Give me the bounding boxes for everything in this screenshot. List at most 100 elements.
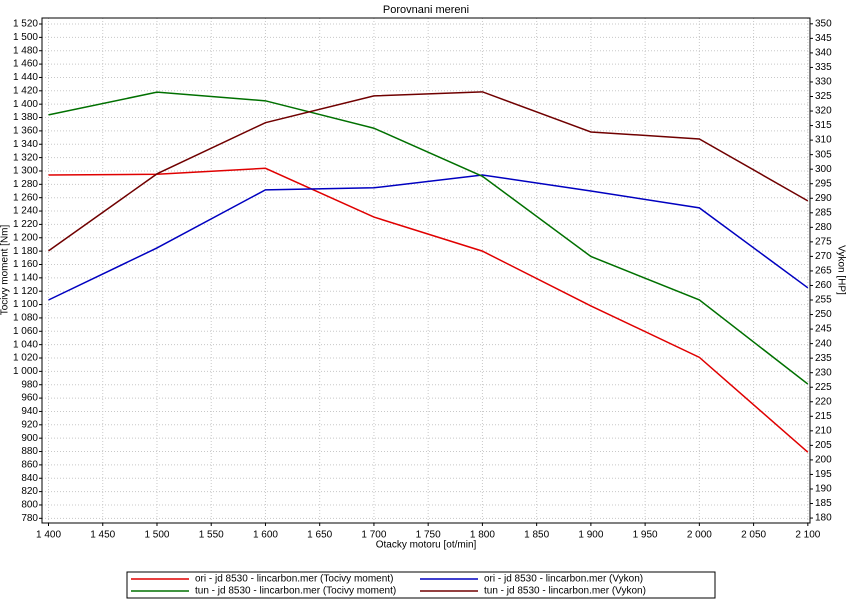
y-tick-label: 1 080	[13, 313, 38, 324]
y2-tick-label: 255	[815, 295, 832, 306]
y2-tick-label: 325	[815, 91, 832, 102]
y2-tick-label: 300	[815, 164, 832, 175]
y2-tick-label: 210	[815, 425, 832, 436]
series-line	[48, 167, 809, 453]
y-tick-label: 1 440	[13, 72, 38, 83]
y-tick-label: 1 280	[13, 179, 38, 190]
y-tick-label: 1 020	[13, 353, 38, 364]
y2-tick-label: 340	[815, 48, 832, 59]
series-line	[48, 91, 809, 252]
y2-tick-label: 190	[815, 484, 832, 495]
y-tick-label: 1 040	[13, 339, 38, 350]
y2-tick-label: 245	[815, 324, 832, 335]
legend-label: ori - jd 8530 - lincarbon.mer (Vykon)	[484, 574, 643, 585]
y2-axis-label: Vykon [HP]	[835, 245, 846, 295]
y-tick-label: 1 400	[13, 99, 38, 110]
legend-label: tun - jd 8530 - lincarbon.mer (Vykon)	[484, 586, 646, 597]
y-tick-label: 1 140	[13, 272, 38, 283]
y-tick-label: 1 300	[13, 166, 38, 177]
y-tick-label: 1 000	[13, 366, 38, 377]
y-tick-label: 960	[21, 393, 38, 404]
y2-tick-label: 305	[815, 149, 832, 160]
y-tick-label: 1 360	[13, 126, 38, 137]
x-tick-label: 1 950	[633, 530, 658, 541]
y-tick-label: 1 220	[13, 219, 38, 230]
x-tick-label: 1 800	[470, 530, 495, 541]
y2-tick-label: 235	[815, 353, 832, 364]
y-tick-label: 1 260	[13, 192, 38, 203]
y2-tick-label: 295	[815, 178, 832, 189]
legend-label: tun - jd 8530 - lincarbon.mer (Tocivy mo…	[195, 586, 396, 597]
x-tick-label: 1 600	[253, 530, 278, 541]
y-tick-label: 840	[21, 473, 38, 484]
x-tick-label: 2 000	[687, 530, 712, 541]
y2-tick-label: 230	[815, 367, 832, 378]
y2-tick-label: 275	[815, 237, 832, 248]
y-tick-label: 1 480	[13, 45, 38, 56]
y-tick-label: 1 120	[13, 286, 38, 297]
x-tick-label: 1 750	[416, 530, 441, 541]
y-tick-label: 780	[21, 513, 38, 524]
y2-tick-label: 330	[815, 77, 832, 88]
y2-tick-label: 345	[815, 33, 832, 44]
y2-tick-label: 320	[815, 106, 832, 117]
y2-tick-label: 225	[815, 382, 832, 393]
x-tick-label: 1 400	[36, 530, 61, 541]
x-tick-label: 1 650	[307, 530, 332, 541]
y2-tick-label: 335	[815, 62, 832, 73]
y2-tick-label: 265	[815, 266, 832, 277]
y-tick-label: 940	[21, 406, 38, 417]
x-tick-label: 2 050	[741, 530, 766, 541]
y-tick-label: 880	[21, 446, 38, 457]
x-tick-label: 1 550	[199, 530, 224, 541]
y2-tick-label: 215	[815, 411, 832, 422]
y-tick-label: 980	[21, 379, 38, 390]
y2-tick-label: 280	[815, 222, 832, 233]
y2-tick-label: 200	[815, 455, 832, 466]
y2-tick-label: 180	[815, 513, 832, 524]
y2-tick-label: 250	[815, 309, 832, 320]
legend-label: ori - jd 8530 - lincarbon.mer (Tocivy mo…	[195, 574, 393, 585]
x-tick-label: 1 450	[90, 530, 115, 541]
y2-tick-label: 220	[815, 396, 832, 407]
y-axis-label: Tocivy moment [Nm]	[0, 224, 11, 315]
chart-title: Porovnani mereni	[383, 4, 469, 16]
y2-tick-label: 350	[815, 18, 832, 29]
y2-tick-label: 310	[815, 135, 832, 146]
x-tick-label: 1 900	[578, 530, 603, 541]
y-tick-label: 1 460	[13, 59, 38, 70]
y-tick-label: 800	[21, 500, 38, 511]
y-tick-label: 1 180	[13, 246, 38, 257]
y-tick-label: 1 420	[13, 85, 38, 96]
plot-frame	[41, 17, 811, 524]
y2-tick-label: 205	[815, 440, 832, 451]
y2-tick-label: 260	[815, 280, 832, 291]
x-tick-label: 1 500	[144, 530, 169, 541]
y-tick-label: 1 520	[13, 19, 38, 30]
y-tick-label: 1 320	[13, 152, 38, 163]
y2-tick-label: 185	[815, 498, 832, 509]
series-line	[48, 174, 809, 301]
y2-tick-label: 285	[815, 207, 832, 218]
y-tick-label: 820	[21, 486, 38, 497]
y2-tick-label: 290	[815, 193, 832, 204]
y-tick-label: 1 240	[13, 206, 38, 217]
y-tick-label: 1 200	[13, 232, 38, 243]
y-tick-label: 1 500	[13, 32, 38, 43]
y-tick-label: 1 380	[13, 112, 38, 123]
y-tick-label: 1 340	[13, 139, 38, 150]
legend-box	[126, 571, 716, 599]
y-tick-label: 1 160	[13, 259, 38, 270]
y-tick-label: 860	[21, 460, 38, 471]
y-tick-label: 900	[21, 433, 38, 444]
y2-tick-label: 195	[815, 469, 832, 480]
y-tick-label: 1 100	[13, 299, 38, 310]
y-tick-label: 1 060	[13, 326, 38, 337]
x-tick-label: 1 850	[524, 530, 549, 541]
x-tick-label: 1 700	[361, 530, 386, 541]
y2-tick-label: 315	[815, 120, 832, 131]
series-line	[48, 91, 809, 385]
y-tick-label: 920	[21, 419, 38, 430]
x-tick-label: 2 100	[795, 530, 820, 541]
